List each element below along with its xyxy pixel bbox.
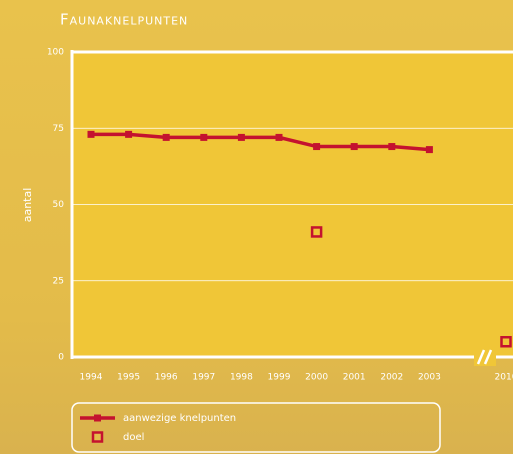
x-tick-label: 1998	[230, 373, 253, 383]
y-tick-label: 25	[53, 276, 64, 286]
legend-marker	[94, 415, 101, 422]
x-tick-label: 1994	[80, 373, 103, 383]
x-tick-label: 2010	[495, 373, 513, 383]
legend-label: aanwezige knelpunten	[123, 413, 236, 424]
y-tick-label: 50	[53, 200, 65, 210]
x-tick-label: 2001	[343, 373, 366, 383]
y-tick-label: 0	[58, 353, 64, 363]
y-tick-label: 75	[53, 124, 64, 134]
point	[426, 146, 433, 153]
x-tick-label: 1995	[117, 373, 140, 383]
point	[238, 134, 245, 141]
chart-title: Faunaknelpunten	[60, 11, 188, 29]
x-tick-label: 1996	[155, 373, 178, 383]
point	[200, 134, 207, 141]
legend-marker	[93, 433, 102, 442]
x-tick-label: 1999	[268, 373, 291, 383]
point	[313, 143, 320, 150]
x-tick-label: 1997	[192, 373, 215, 383]
page: Faunaknelpunten aantal 0 25 50 75 100 1994 199…	[0, 0, 513, 454]
legend-label: doel	[123, 432, 144, 443]
axis-break	[474, 348, 496, 366]
x-tick-label: 2002	[380, 373, 403, 383]
point	[502, 337, 511, 346]
y-axis-label: aantal	[21, 188, 34, 223]
y-tick-label: 100	[47, 48, 64, 58]
point	[163, 134, 170, 141]
point	[88, 131, 95, 138]
point	[351, 143, 358, 150]
chart: Faunaknelpunten aantal 0 25 50 75 100 1994 199…	[0, 0, 513, 454]
x-tick-label: 2000	[305, 373, 328, 383]
point	[388, 143, 395, 150]
point	[312, 227, 321, 236]
x-tick-label: 2003	[418, 373, 441, 383]
point	[276, 134, 283, 141]
point	[125, 131, 132, 138]
